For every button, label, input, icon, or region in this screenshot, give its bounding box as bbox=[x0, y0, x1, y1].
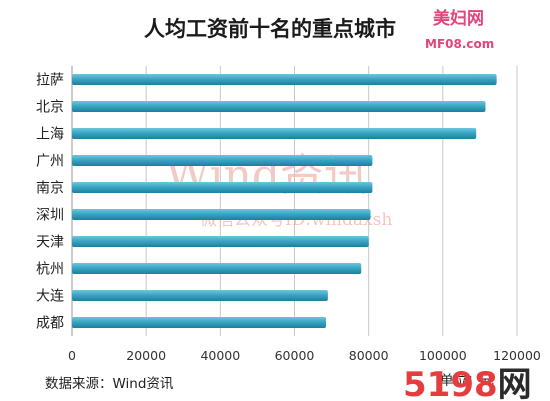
bar-2 bbox=[72, 128, 477, 139]
brand-logo-top-url: MF08.com bbox=[425, 37, 494, 51]
category-label: 南京 bbox=[36, 181, 64, 197]
bar-7 bbox=[72, 263, 362, 274]
category-label: 上海 bbox=[36, 127, 64, 143]
brand-logo-bottom: 5198网 bbox=[403, 365, 532, 401]
brand-logo-char: 网 bbox=[498, 365, 532, 401]
bar-8 bbox=[72, 290, 328, 301]
source-note: 数据来源：Wind资讯 bbox=[45, 376, 174, 392]
x-tick-label: 0 bbox=[68, 348, 76, 363]
category-label: 杭州 bbox=[36, 262, 64, 278]
bar-6 bbox=[72, 236, 369, 247]
x-tick-label: 100000 bbox=[419, 348, 467, 363]
x-tick-labels: 0 20000 40000 60000 80000 100000 120000 bbox=[68, 348, 541, 363]
bars bbox=[72, 74, 497, 328]
x-tick-label: 20000 bbox=[126, 348, 166, 363]
brand-logo-top: 美妇网 MF08.com bbox=[425, 8, 494, 51]
category-label: 成都 bbox=[36, 316, 64, 332]
category-label: 广州 bbox=[36, 154, 64, 170]
category-label: 天津 bbox=[36, 235, 64, 251]
brand-logo-bottom-text: 5198网 bbox=[403, 365, 532, 401]
brand-logo-digits: 5198 bbox=[403, 365, 498, 401]
bar-4 bbox=[72, 182, 373, 193]
unit-note: 单位：元 bbox=[440, 373, 494, 389]
bar-0 bbox=[72, 74, 497, 85]
category-label: 深圳 bbox=[36, 208, 64, 224]
x-tick-label: 80000 bbox=[349, 348, 389, 363]
category-label: 大连 bbox=[36, 289, 64, 305]
x-tick-label: 40000 bbox=[200, 348, 240, 363]
brand-logo-top-name: 美妇网 bbox=[433, 8, 484, 29]
bar-1 bbox=[72, 101, 486, 112]
x-tick-label: 120000 bbox=[493, 348, 541, 363]
category-label: 拉萨 bbox=[36, 73, 64, 89]
bar-5 bbox=[72, 209, 371, 220]
x-tick-label: 60000 bbox=[275, 348, 315, 363]
chart-title: 人均工资前十名的重点城市 bbox=[144, 17, 396, 41]
bar-3 bbox=[72, 155, 373, 166]
bar-9 bbox=[72, 317, 327, 328]
category-label: 北京 bbox=[36, 100, 64, 116]
